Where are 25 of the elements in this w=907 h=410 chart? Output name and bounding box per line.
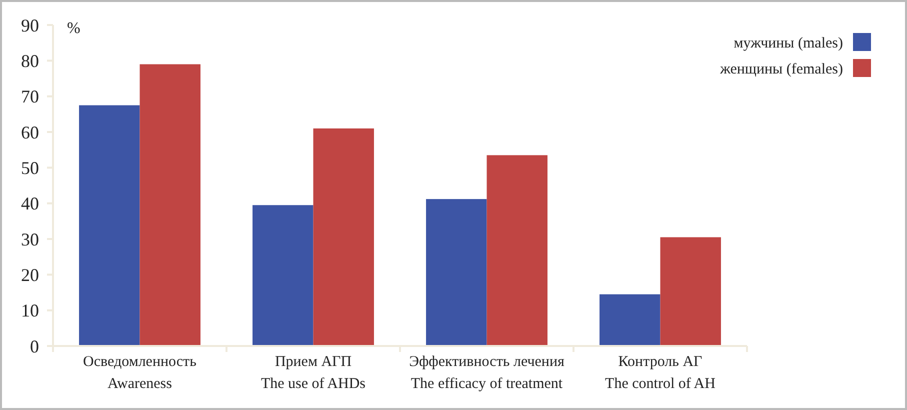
y-tick-label: 30 — [21, 229, 39, 250]
bar — [140, 64, 200, 346]
bar — [660, 237, 721, 346]
y-axis-title: % — [67, 20, 80, 37]
y-tick-label: 90 — [21, 15, 39, 36]
bar — [426, 199, 487, 346]
x-tick-label: Контроль АГ The control of AH — [605, 354, 716, 392]
y-tick-label: 20 — [21, 264, 39, 285]
bar — [600, 294, 660, 346]
x-tick-label: Эффективность лечения The efficacy of treatment — [409, 354, 564, 392]
y-tick-label: 40 — [21, 194, 39, 214]
y-tick-label: 0 — [30, 336, 39, 356]
y-tick-label: 80 — [21, 50, 39, 71]
y-tick-label: 50 — [21, 158, 39, 178]
bar — [252, 205, 314, 346]
x-tick-label: Осведомленность Awareness — [83, 354, 197, 392]
legend-label: мужчины (males) — [734, 35, 843, 52]
y-tick-label: 10 — [21, 300, 39, 321]
legend-label: женщины (females) — [719, 61, 843, 78]
y-tick-label: 60 — [21, 122, 39, 142]
y-tick-label: 70 — [21, 86, 39, 107]
bar — [486, 155, 548, 346]
bar — [79, 105, 140, 346]
x-tick-label: Прием АГП The use of AHDs — [260, 354, 366, 392]
bar — [313, 128, 374, 346]
